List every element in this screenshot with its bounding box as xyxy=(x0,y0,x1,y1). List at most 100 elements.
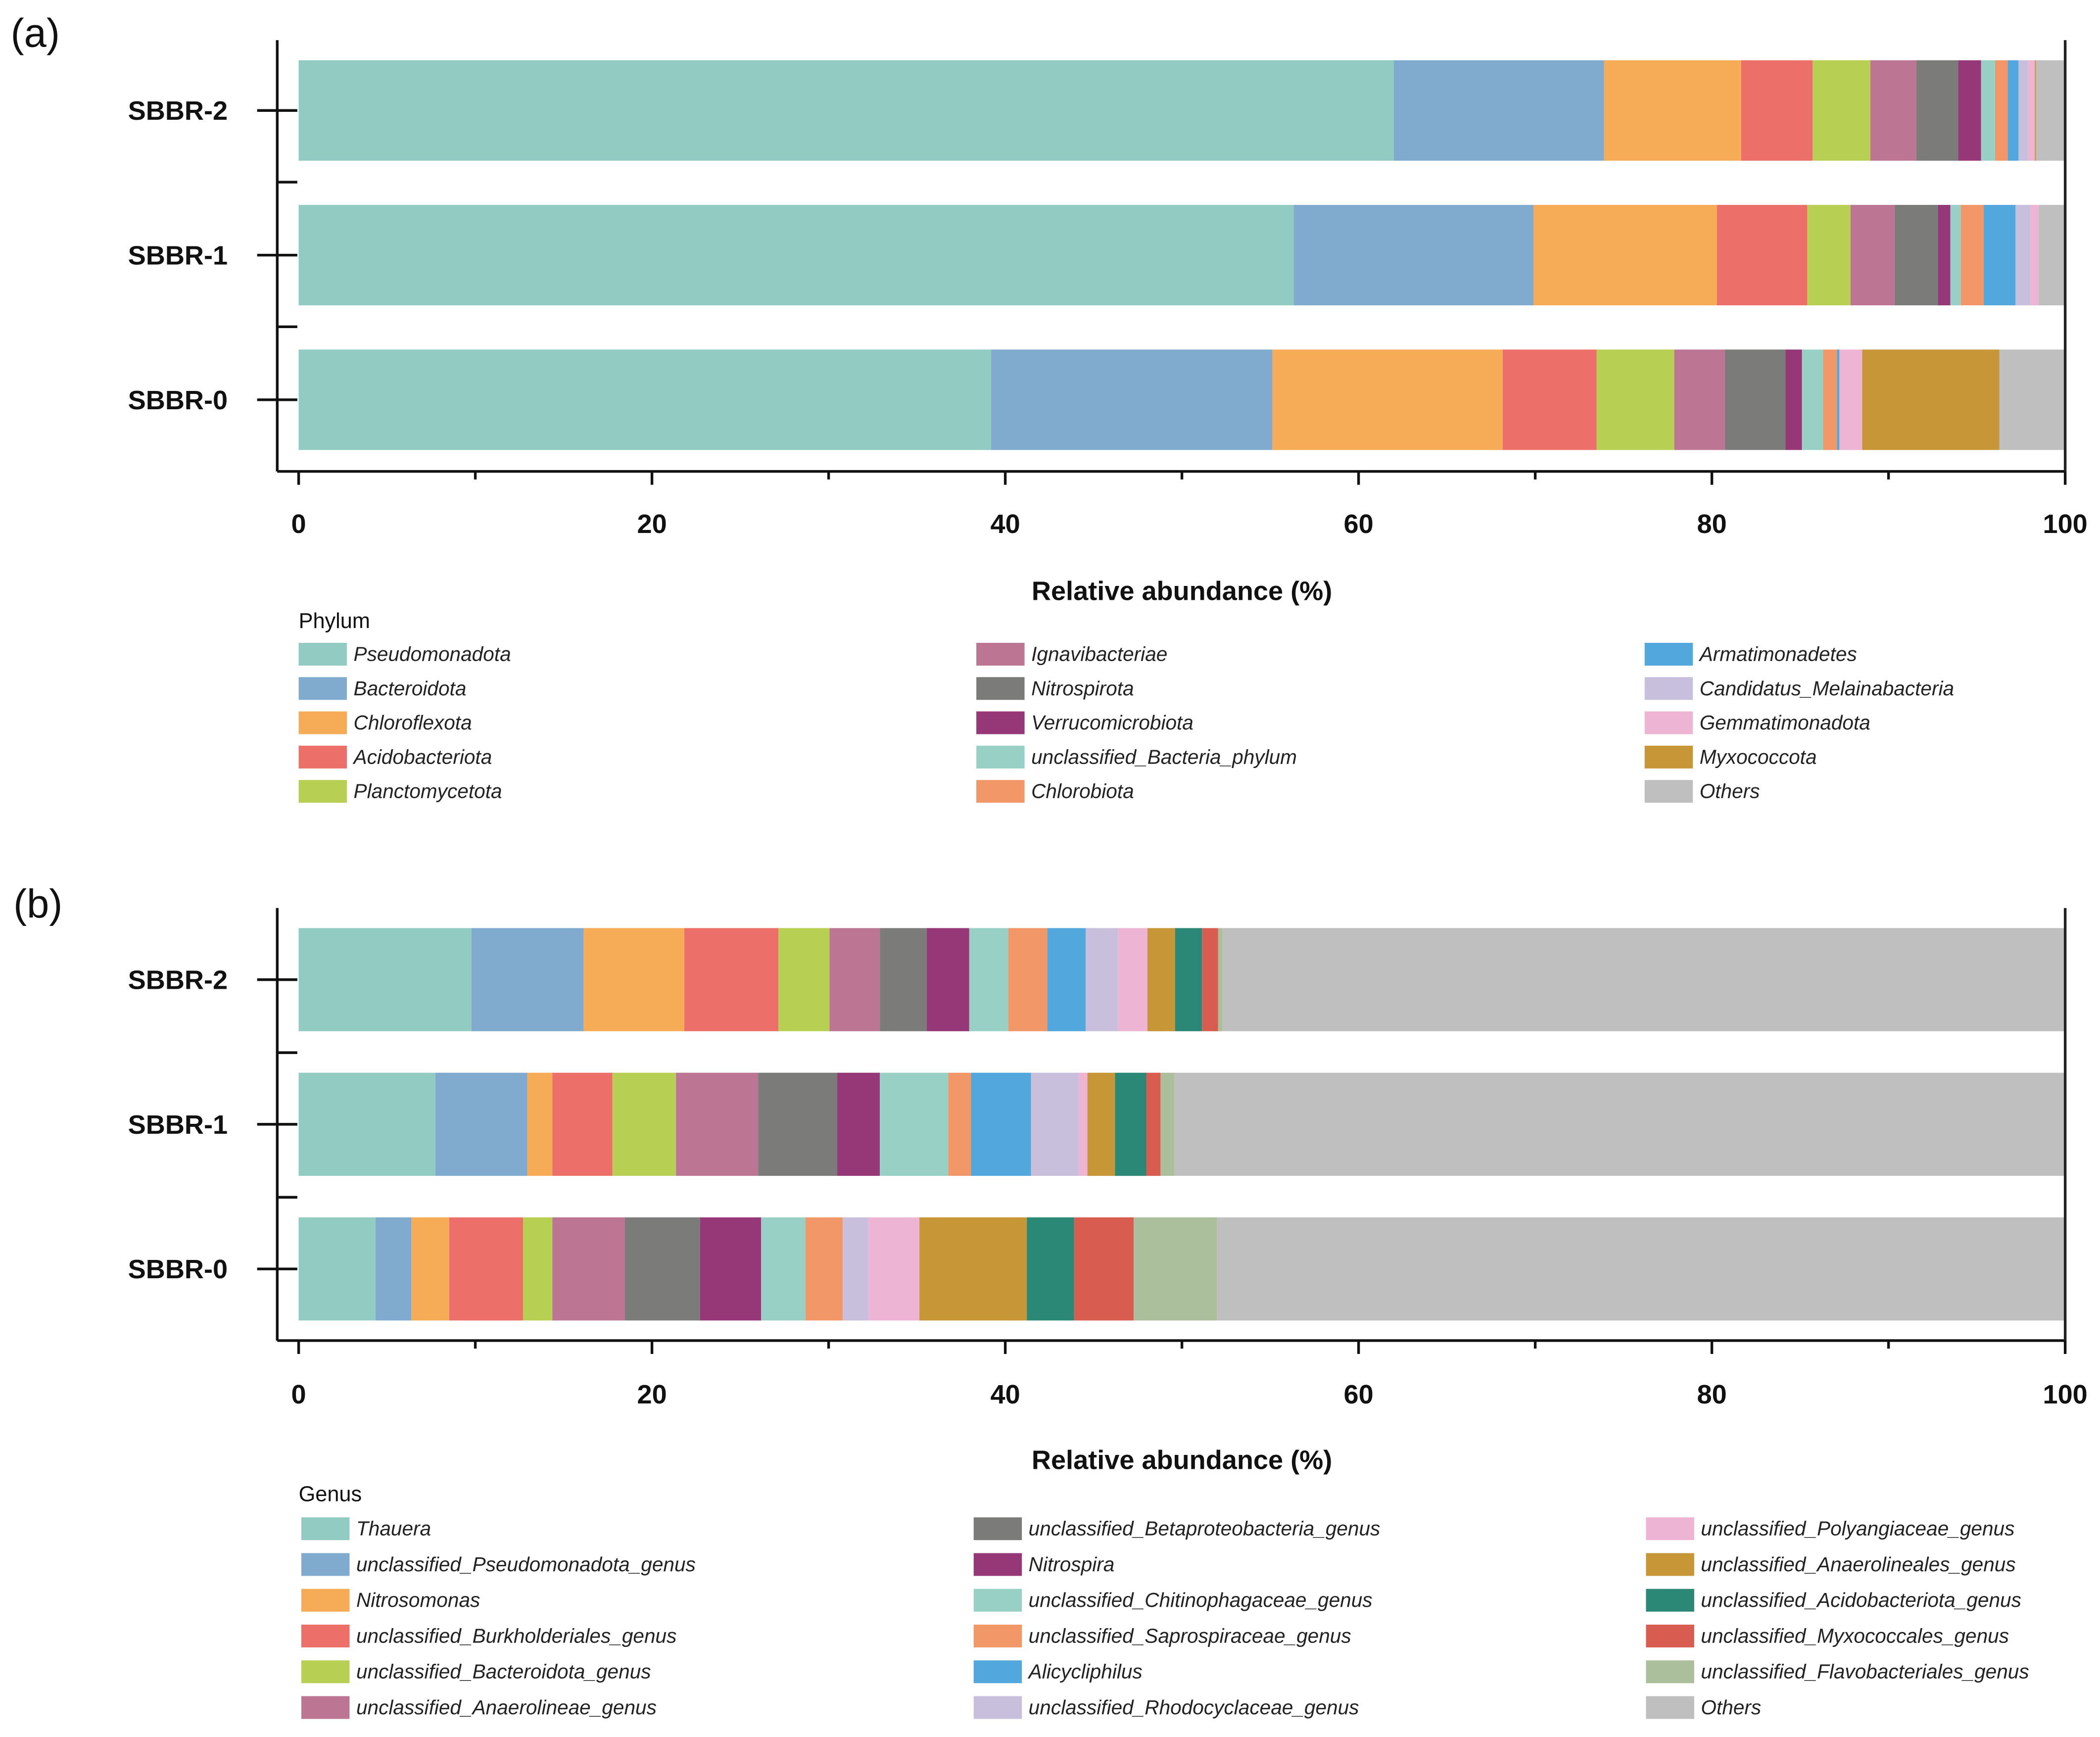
x-tick-label: 60 xyxy=(1344,509,1374,539)
bar-segment-sbbr-1-unclassified-bacteria-phylum xyxy=(1950,205,1961,306)
legend-swatch xyxy=(973,1624,1022,1647)
bar-segment-sbbr-1-unclassified-betaproteobacteria-genus xyxy=(758,1072,838,1176)
category-label: SBBR-1 xyxy=(128,241,228,270)
legend-label: unclassified_Flavobacteriales_genus xyxy=(1701,1660,2029,1683)
legend-swatch xyxy=(976,711,1025,734)
legend-label: unclassified_Burkholderiales_genus xyxy=(356,1624,676,1647)
bar-segment-sbbr-1-unclassified-flavobacteriales-genus xyxy=(1160,1072,1175,1176)
bar-segment-sbbr-1-chlorobiota xyxy=(1960,205,1984,306)
bar-segment-sbbr-2-unclassified-flavobacteriales-genus xyxy=(1218,928,1223,1031)
bar-segment-sbbr-0-unclassified-polyangiaceae-genus xyxy=(868,1217,920,1321)
x-tick-label: 20 xyxy=(637,1380,667,1409)
bar-segment-sbbr-0-armatimonadetes xyxy=(1837,349,1840,450)
legend-item: unclassified_Burkholderiales_genus xyxy=(301,1624,676,1647)
bar-segment-sbbr-2-myxococcota xyxy=(2035,60,2036,161)
legend-label: unclassified_Myxococcales_genus xyxy=(1701,1624,2009,1647)
bar-segment-sbbr-0-unclassified-acidobacteriota-genus xyxy=(1027,1217,1074,1321)
legend-label: unclassified_Chitinophagaceae_genus xyxy=(1029,1589,1373,1611)
panel-label: (a) xyxy=(11,11,60,56)
legend-swatch xyxy=(1644,677,1693,700)
legend: Phylum Pseudomonadota Bacteroidota Chlorofl… xyxy=(298,609,1954,803)
bar-segment-sbbr-1-unclassified-burkholderiales-genus xyxy=(552,1072,613,1176)
bar-segment-sbbr-2-unclassified-bacteroidota-genus xyxy=(778,928,830,1031)
bar-segment-sbbr-1-alicycliphilus xyxy=(971,1072,1031,1176)
legend-item: Nitrosomonas xyxy=(301,1589,480,1612)
legend-label: unclassified_Pseudomonadota_genus xyxy=(356,1553,696,1576)
legend-label: Chlorobiota xyxy=(1031,780,1134,803)
bar-segment-sbbr-2-armatimonadetes xyxy=(2007,60,2019,161)
legend-item: Nitrospira xyxy=(973,1553,1114,1576)
legend-label: unclassified_Acidobacteriota_genus xyxy=(1701,1589,2021,1611)
legend-swatch xyxy=(298,677,347,700)
legend-label: unclassified_Bacteroidota_genus xyxy=(356,1660,651,1683)
bar-segment-sbbr-2-gemmatimonadota xyxy=(2028,60,2035,161)
bar-segment-sbbr-0-unclassified-bacteria-phylum xyxy=(1802,349,1823,450)
legend-item: Chlorobiota xyxy=(976,780,1134,803)
bar-segment-sbbr-0-chlorobiota xyxy=(1823,349,1837,450)
legend-swatch xyxy=(1646,1660,1694,1684)
bar-segment-sbbr-1-others xyxy=(1174,1072,2065,1176)
x-tick-label: 60 xyxy=(1344,1380,1374,1409)
legend-swatch xyxy=(1644,642,1693,666)
category-label: SBBR-2 xyxy=(128,96,228,126)
bar-segment-sbbr-0-unclassified-chitinophagaceae-genus xyxy=(761,1217,806,1321)
legend-label: Nitrospirota xyxy=(1031,677,1134,700)
bar-segment-sbbr-0-acidobacteriota xyxy=(1502,349,1597,450)
legend-item: Alicycliphilus xyxy=(973,1660,1143,1684)
bar-segment-sbbr-1-unclassified-chitinophagaceae-genus xyxy=(880,1072,949,1176)
bar-segment-sbbr-1-verrucomicrobiota xyxy=(1938,205,1951,306)
legend-swatch xyxy=(301,1589,350,1612)
bar-segment-sbbr-1-planctomycetota xyxy=(1807,205,1851,306)
legend-label: Armatimonadetes xyxy=(1699,643,1857,666)
legend-swatch xyxy=(301,1553,350,1576)
bar-segment-sbbr-2-candidatus-melainabacteria xyxy=(2018,60,2028,161)
legend-label: Verrucomicrobiota xyxy=(1031,711,1193,734)
bar-segment-sbbr-0-ignavibacteriae xyxy=(1674,349,1725,450)
bar-segment-sbbr-0-unclassified-anaerolineae-genus xyxy=(552,1217,625,1321)
legend-swatch xyxy=(298,642,347,666)
legend-label: Pseudomonadota xyxy=(354,643,511,666)
legend-swatch xyxy=(301,1660,350,1684)
bar-segment-sbbr-0-others xyxy=(1217,1217,2065,1321)
legend-item: unclassified_Saprospiraceae_genus xyxy=(973,1624,1351,1647)
bar-segment-sbbr-1-ignavibacteriae xyxy=(1850,205,1895,306)
bar-segment-sbbr-1-acidobacteriota xyxy=(1717,205,1808,306)
bar-segment-sbbr-2-unclassified-acidobacteriota-genus xyxy=(1175,928,1202,1031)
legend-item: Armatimonadetes xyxy=(1644,642,1857,666)
bar-segment-sbbr-0-unclassified-betaproteobacteria-genus xyxy=(624,1217,700,1321)
legend-item: unclassified_Chitinophagaceae_genus xyxy=(973,1589,1373,1612)
bar-segment-sbbr-1-others xyxy=(2039,205,2065,306)
bar-segment-sbbr-2-nitrospira xyxy=(926,928,969,1031)
legend-swatch xyxy=(1646,1517,1694,1541)
x-axis-title: Relative abundance (%) xyxy=(1032,1446,1332,1475)
bar-segment-sbbr-0-unclassified-flavobacteriales-genus xyxy=(1134,1217,1217,1321)
category-label: SBBR-1 xyxy=(128,1110,228,1140)
bar-segment-sbbr-2-chlorobiota xyxy=(1995,60,2008,161)
legend-swatch xyxy=(1644,745,1693,769)
legend-label: unclassified_Anaerolineales_genus xyxy=(1701,1553,2015,1576)
bar-segment-sbbr-0-bacteroidota xyxy=(991,349,1273,450)
bar-segment-sbbr-1-candidatus-melainabacteria xyxy=(2015,205,2031,306)
bar-segment-sbbr-1-nitrospira xyxy=(837,1072,880,1176)
bar-segment-sbbr-0-planctomycetota xyxy=(1596,349,1674,450)
legend-item: Thauera xyxy=(301,1517,431,1541)
legend-swatch xyxy=(973,1660,1022,1684)
legend-item: Bacteroidota xyxy=(298,677,466,700)
legend-label: Ignavibacteriae xyxy=(1031,643,1167,666)
x-tick-label: 100 xyxy=(2043,509,2087,539)
legend-swatch xyxy=(1646,1553,1694,1576)
legend-item: unclassified_Anaerolineae_genus xyxy=(301,1696,657,1719)
bar-segment-sbbr-2-bacteroidota xyxy=(1394,60,1604,161)
legend-item: unclassified_Rhodocyclaceae_genus xyxy=(973,1696,1359,1719)
legend-label: unclassified_Betaproteobacteria_genus xyxy=(1029,1517,1381,1540)
x-tick-label: 80 xyxy=(1697,1380,1727,1409)
legend-swatch xyxy=(973,1553,1022,1576)
legend-item: Pseudomonadota xyxy=(298,642,511,666)
bar-segment-sbbr-0-pseudomonadota xyxy=(298,349,992,450)
bar-segment-sbbr-1-unclassified-polyangiaceae-genus xyxy=(1078,1072,1088,1176)
legend-item: Candidatus_Melainabacteria xyxy=(1644,677,1954,700)
bar-segment-sbbr-0-unclassified-anaerolineales-genus xyxy=(919,1217,1027,1321)
legend-item: Nitrospirota xyxy=(976,677,1134,700)
bar-segment-sbbr-1-unclassified-rhodocyclaceae-genus xyxy=(1031,1072,1079,1176)
legend-swatch xyxy=(301,1696,350,1719)
